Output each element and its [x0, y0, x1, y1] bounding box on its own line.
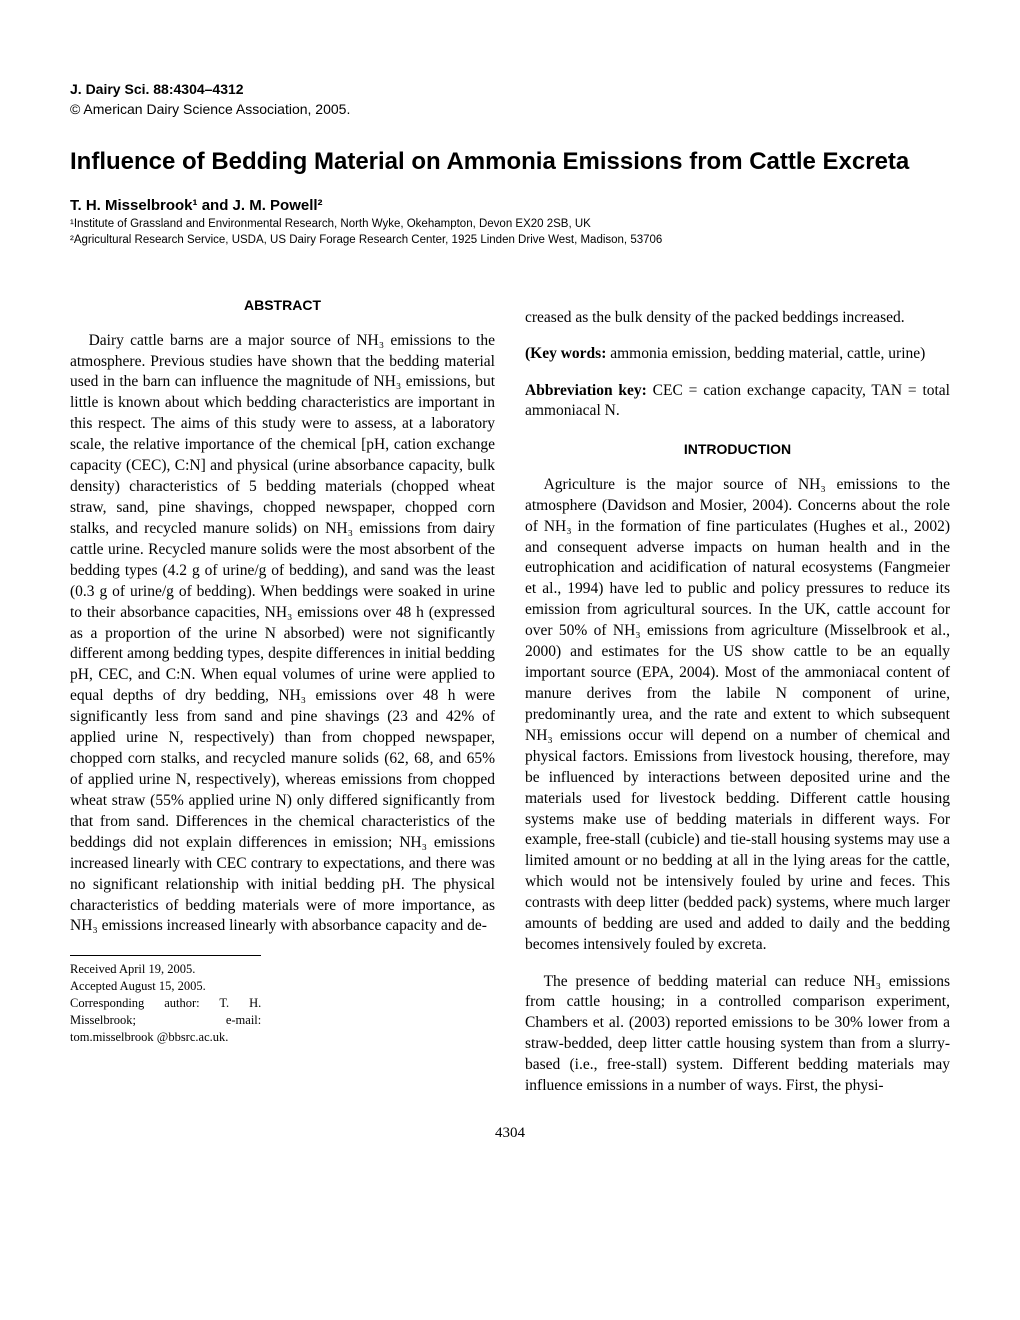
right-column: creased as the bulk density of the packe…	[525, 292, 950, 1097]
abbrev-label: Abbreviation key:	[525, 382, 647, 399]
footnote-block: Received April 19, 2005. Accepted August…	[70, 955, 261, 1045]
left-column: ABSTRACT Dairy cattle barns are a major …	[70, 292, 495, 1097]
affiliation-2: ²Agricultural Research Service, USDA, US…	[70, 233, 950, 249]
abstract-text: Dairy cattle barns are a major source of…	[70, 331, 495, 938]
keywords-line: (Key words: ammonia emission, bedding ma…	[525, 344, 950, 365]
keywords-label: (Key words:	[525, 345, 606, 362]
keywords-text: ammonia emission, bedding material, catt…	[606, 345, 925, 362]
paper-title: Influence of Bedding Material on Ammonia…	[70, 147, 950, 177]
introduction-heading: INTRODUCTION	[525, 440, 950, 459]
two-column-body: ABSTRACT Dairy cattle barns are a major …	[70, 292, 950, 1097]
intro-paragraph-2: The presence of bedding material can red…	[525, 972, 950, 1098]
journal-citation: J. Dairy Sci. 88:4304–4312	[70, 80, 950, 100]
abbreviation-line: Abbreviation key: CEC = cation exchange …	[525, 381, 950, 423]
copyright-line: © American Dairy Science Association, 20…	[70, 100, 950, 120]
journal-header: J. Dairy Sci. 88:4304–4312 © American Da…	[70, 80, 950, 119]
footnote-corresponding: Corresponding author: T. H. Misselbrook;…	[70, 995, 261, 1046]
affiliations: ¹Institute of Grassland and Environmenta…	[70, 217, 950, 248]
footnote-accepted: Accepted August 15, 2005.	[70, 978, 261, 995]
paper-page: J. Dairy Sci. 88:4304–4312 © American Da…	[0, 0, 1020, 1182]
footnote-received: Received April 19, 2005.	[70, 961, 261, 978]
page-number: 4304	[70, 1125, 950, 1142]
intro-paragraph-1: Agriculture is the major source of NH₃ e…	[525, 475, 950, 956]
author-list: T. H. Misselbrook¹ and J. M. Powell²	[70, 197, 950, 214]
abstract-heading: ABSTRACT	[70, 296, 495, 315]
affiliation-1: ¹Institute of Grassland and Environmenta…	[70, 217, 950, 233]
abstract-continued: creased as the bulk density of the packe…	[525, 308, 950, 329]
